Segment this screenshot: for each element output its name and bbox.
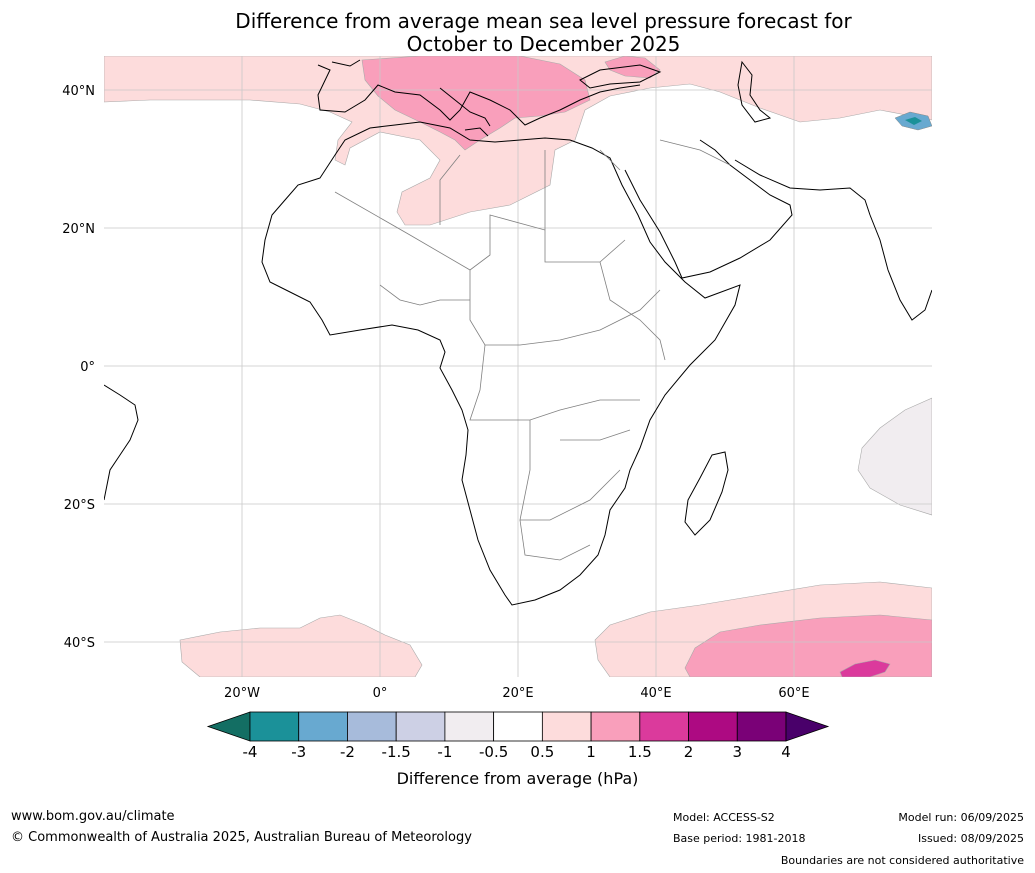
map-title: Difference from average mean sea level p… xyxy=(0,10,1035,56)
colorbar-tick-label: 2 xyxy=(683,743,694,761)
colorbar-tick-label: -1.5 xyxy=(381,743,411,761)
colorbar-swatch xyxy=(688,711,738,742)
lat-label-20n: 20°N xyxy=(62,222,95,237)
colorbar-title: Difference from average (hPa) xyxy=(396,769,639,788)
anomaly-region-south-strong xyxy=(839,659,891,677)
colorbar-swatch xyxy=(493,711,543,742)
madagascar-coastline xyxy=(684,451,729,536)
footer-disclaimer: Boundaries are not considered authoritat… xyxy=(780,854,1024,867)
anomaly-region-negative-core xyxy=(905,117,922,125)
gridlines xyxy=(104,56,932,677)
lon-label-40e: 40°E xyxy=(640,686,671,701)
title-line-2: October to December 2025 xyxy=(406,32,681,56)
arabia-coastline xyxy=(624,139,793,279)
title-line-1: Difference from average mean sea level p… xyxy=(235,9,852,33)
lat-label-40s: 40°S xyxy=(64,636,95,651)
colorbar-extend-high xyxy=(785,711,830,742)
black-sea-coastline xyxy=(579,64,662,89)
caspian-coastline xyxy=(737,60,772,123)
colorbar-tick-label: 0.5 xyxy=(530,743,555,761)
colorbar-tick-label: -4 xyxy=(242,743,258,761)
country-boundaries xyxy=(334,139,731,561)
colorbar-extend-low xyxy=(206,711,251,742)
lat-label-0: 0° xyxy=(80,360,95,375)
footer-model-run: Model run: 06/09/2025 xyxy=(898,811,1024,824)
india-coastline xyxy=(869,214,932,321)
lon-label-20e: 20°E xyxy=(502,686,533,701)
colorbar-swatch xyxy=(736,711,787,742)
lat-label-20s: 20°S xyxy=(64,498,95,513)
europe-coastline xyxy=(317,59,641,126)
footer-copyright: © Commonwealth of Australia 2025, Austra… xyxy=(11,830,472,845)
africa-coastline xyxy=(261,121,741,606)
map-area xyxy=(104,56,932,677)
colorbar-swatch xyxy=(541,711,592,742)
colorbar-swatch xyxy=(298,711,348,742)
colorbar xyxy=(206,711,830,742)
italy-coastline xyxy=(439,87,491,137)
footer-base-period: Base period: 1981-2018 xyxy=(673,832,806,845)
colorbar-tick-label: -3 xyxy=(291,743,307,761)
anomaly-region-indian-ocean xyxy=(857,397,932,516)
colorbar-swatch xyxy=(590,711,641,742)
colorbar-tick-label: 1.5 xyxy=(627,743,652,761)
longitude-labels: 20°W 0° 20°E 40°E 60°E xyxy=(224,686,810,701)
footer-model: Model: ACCESS-S2 xyxy=(673,811,775,824)
colorbar-tick-label: -0.5 xyxy=(478,743,509,761)
colorbar-tick-label: 4 xyxy=(781,743,791,761)
south-america-coastline xyxy=(104,384,139,501)
colorbar-tick-label: -2 xyxy=(339,743,355,761)
colorbar-tick-label: 3 xyxy=(732,743,743,761)
lat-label-40n: 40°N xyxy=(62,84,95,99)
colorbar-tick-label: 1 xyxy=(586,743,596,761)
gulf-coastline xyxy=(734,159,871,216)
colorbar-swatch xyxy=(249,711,300,742)
colorbar-swatch xyxy=(444,711,495,742)
footer-website: www.bom.gov.au/climate xyxy=(11,809,175,824)
colorbar-tick-label: -1 xyxy=(437,743,453,761)
latitude-labels: 40°N 20°N 0° 20°S 40°S xyxy=(62,84,95,651)
colorbar-swatch xyxy=(395,711,446,742)
lon-label-0: 0° xyxy=(373,686,388,701)
colorbar-swatch xyxy=(347,711,397,742)
colorbar-swatch xyxy=(639,711,689,742)
anomaly-region-south-atlantic xyxy=(179,614,423,677)
footer-issued: Issued: 08/09/2025 xyxy=(917,832,1024,845)
anomaly-region-mediterranean xyxy=(361,56,591,151)
lon-label-60e: 60°E xyxy=(778,686,809,701)
lon-label-20w: 20°W xyxy=(224,686,260,701)
